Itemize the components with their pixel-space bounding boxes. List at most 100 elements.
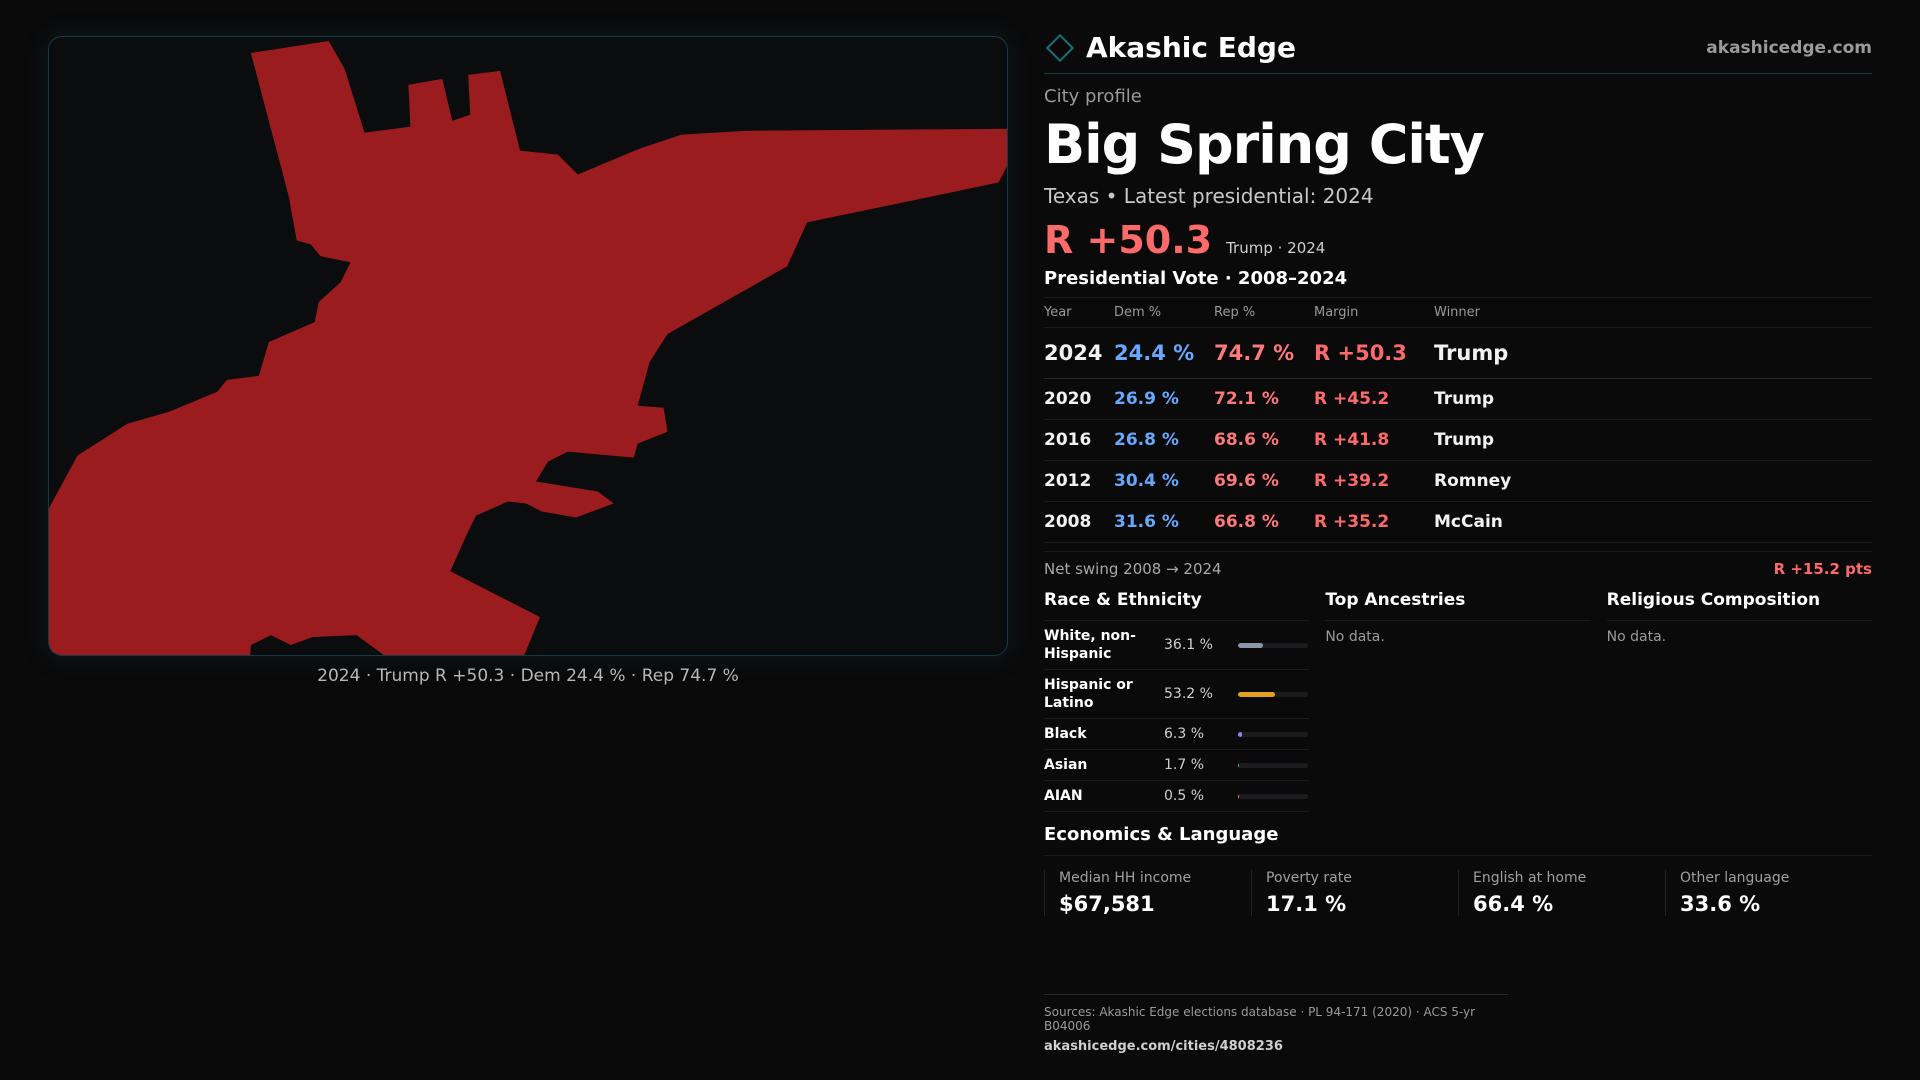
row-winner: Romney bbox=[1434, 460, 1872, 502]
race-bar-fill bbox=[1238, 642, 1264, 648]
race-value: 0.5 % bbox=[1164, 788, 1205, 804]
city-map[interactable] bbox=[48, 36, 1008, 656]
map-caption: 2024 · Trump R +50.3 · Dem 24.4 % · Rep … bbox=[317, 666, 739, 686]
vote-table: Year Dem % Rep % Margin Winner 2024 24.4… bbox=[1044, 298, 1872, 543]
row-winner: McCain bbox=[1434, 501, 1872, 543]
econ-value: 66.4 % bbox=[1473, 892, 1554, 916]
race-row: AIAN 0.5 % bbox=[1044, 781, 1310, 812]
row-margin: R +50.3 bbox=[1314, 327, 1434, 379]
brand-name: Akashic Edge bbox=[1086, 31, 1296, 64]
header-year: Year bbox=[1044, 298, 1114, 328]
row-dem: 24.4 % bbox=[1114, 327, 1214, 379]
race-value: 53.2 % bbox=[1164, 686, 1213, 702]
race-row: Asian 1.7 % bbox=[1044, 750, 1310, 781]
table-row: 2008 31.6 % 66.8 % R +35.2 McCain bbox=[1044, 501, 1872, 543]
econ-cell-english: English at home 66.4 % bbox=[1458, 870, 1665, 916]
race-value: 36.1 % bbox=[1164, 637, 1213, 653]
econ-label: Poverty rate bbox=[1266, 870, 1352, 886]
row-rep: 74.7 % bbox=[1214, 327, 1314, 379]
race-label: Asian bbox=[1044, 757, 1088, 773]
diamond-logo-icon bbox=[1045, 33, 1075, 62]
race-bar-fill bbox=[1238, 691, 1276, 697]
race-value: 1.7 % bbox=[1164, 757, 1205, 773]
race-row: Hispanic or Latino 53.2 % bbox=[1044, 670, 1310, 719]
demographics-row: Race & Ethnicity White, non-Hispanic 36.… bbox=[1044, 590, 1872, 812]
econ-label: Median HH income bbox=[1059, 870, 1192, 886]
page-subtitle: Texas • Latest presidential: 2024 bbox=[1044, 184, 1374, 208]
race-bar-fill bbox=[1238, 731, 1243, 737]
ancestries-empty: No data. bbox=[1325, 629, 1385, 645]
row-dem: 30.4 % bbox=[1114, 460, 1214, 502]
race-bar bbox=[1238, 691, 1308, 697]
race-section: Race & Ethnicity White, non-Hispanic 36.… bbox=[1044, 590, 1310, 812]
vote-table-header: Year Dem % Rep % Margin Winner bbox=[1044, 298, 1872, 328]
row-year: 2012 bbox=[1044, 460, 1114, 502]
profile-panel: Akashic Edge akashicedge.com City profil… bbox=[1044, 28, 1872, 916]
row-dem: 26.9 % bbox=[1114, 378, 1214, 420]
race-bar bbox=[1238, 642, 1308, 648]
site-link[interactable]: akashicedge.com bbox=[1706, 37, 1872, 58]
row-year: 2024 bbox=[1044, 327, 1114, 379]
economics-title: Economics & Language bbox=[1044, 824, 1872, 856]
header-winner: Winner bbox=[1434, 298, 1872, 328]
table-row: 2024 24.4 % 74.7 % R +50.3 Trump bbox=[1044, 327, 1872, 379]
table-row: 2016 26.8 % 68.6 % R +41.8 Trump bbox=[1044, 419, 1872, 461]
race-bar-fill bbox=[1238, 762, 1240, 768]
header-margin: Margin bbox=[1314, 298, 1434, 328]
econ-value: 17.1 % bbox=[1266, 892, 1347, 916]
econ-label: English at home bbox=[1473, 870, 1587, 886]
religion-title: Religious Composition bbox=[1606, 590, 1872, 621]
margin-caption: Trump · 2024 bbox=[1226, 239, 1326, 257]
row-margin: R +35.2 bbox=[1314, 501, 1434, 543]
race-label: AIAN bbox=[1044, 788, 1083, 804]
race-title: Race & Ethnicity bbox=[1044, 590, 1310, 621]
brand-logo[interactable]: Akashic Edge bbox=[1044, 31, 1296, 64]
econ-cell-other-language: Other language 33.6 % bbox=[1665, 870, 1872, 916]
race-label: Hispanic or Latino bbox=[1044, 677, 1133, 711]
table-row: 2012 30.4 % 69.6 % R +39.2 Romney bbox=[1044, 460, 1872, 502]
page-url-link[interactable]: akashicedge.com/cities/4808236 bbox=[1044, 1039, 1283, 1054]
row-margin: R +39.2 bbox=[1314, 460, 1434, 502]
brand-header: Akashic Edge akashicedge.com bbox=[1044, 28, 1872, 74]
swing-value: R +15.2 pts bbox=[1773, 560, 1872, 578]
race-value: 6.3 % bbox=[1164, 726, 1205, 742]
row-margin: R +41.8 bbox=[1314, 419, 1434, 461]
ancestries-section: Top Ancestries No data. bbox=[1325, 590, 1591, 812]
row-rep: 69.6 % bbox=[1214, 460, 1314, 502]
row-rep: 68.6 % bbox=[1214, 419, 1314, 461]
net-swing: Net swing 2008 → 2024 R +15.2 pts bbox=[1044, 551, 1872, 578]
sources-footer: Sources: Akashic Edge elections database… bbox=[1044, 994, 1508, 1054]
row-year: 2020 bbox=[1044, 378, 1114, 420]
econ-cell-income: Median HH income $67,581 bbox=[1044, 870, 1251, 916]
race-bar bbox=[1238, 793, 1308, 799]
city-boundary-map bbox=[49, 40, 1007, 655]
race-bar-fill bbox=[1238, 793, 1240, 799]
page-title: Big Spring City bbox=[1044, 113, 1485, 176]
ancestries-title: Top Ancestries bbox=[1325, 590, 1591, 621]
race-list: White, non-Hispanic 36.1 % Hispanic or L… bbox=[1044, 621, 1310, 812]
header-rep: Rep % bbox=[1214, 298, 1314, 328]
row-winner: Trump bbox=[1434, 327, 1872, 379]
race-label: White, non-Hispanic bbox=[1044, 628, 1136, 662]
race-bar bbox=[1238, 762, 1308, 768]
row-dem: 26.8 % bbox=[1114, 419, 1214, 461]
city-boundary-shape bbox=[49, 40, 1007, 655]
row-margin: R +45.2 bbox=[1314, 378, 1434, 420]
religion-section: Religious Composition No data. bbox=[1606, 590, 1872, 812]
headline-margin: R +50.3 Trump · 2024 bbox=[1044, 218, 1872, 262]
swing-label: Net swing 2008 → 2024 bbox=[1044, 560, 1222, 578]
econ-cell-poverty: Poverty rate 17.1 % bbox=[1251, 870, 1458, 916]
row-rep: 72.1 % bbox=[1214, 378, 1314, 420]
race-label: Black bbox=[1044, 726, 1087, 742]
sources-text: Sources: Akashic Edge elections database… bbox=[1044, 1005, 1476, 1033]
margin-value: R +50.3 bbox=[1044, 218, 1213, 262]
row-rep: 66.8 % bbox=[1214, 501, 1314, 543]
row-winner: Trump bbox=[1434, 378, 1872, 420]
row-year: 2016 bbox=[1044, 419, 1114, 461]
row-dem: 31.6 % bbox=[1114, 501, 1214, 543]
row-winner: Trump bbox=[1434, 419, 1872, 461]
race-row: Black 6.3 % bbox=[1044, 719, 1310, 750]
race-bar bbox=[1238, 731, 1308, 737]
econ-value: 33.6 % bbox=[1680, 892, 1761, 916]
row-year: 2008 bbox=[1044, 501, 1114, 543]
